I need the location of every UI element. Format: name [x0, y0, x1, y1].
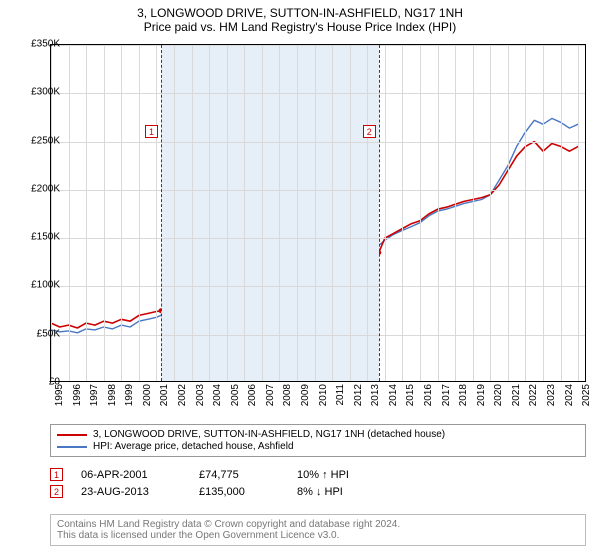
x-tick-label: 1995 [54, 384, 65, 406]
x-tick-label: 2005 [230, 384, 241, 406]
y-tick-label: £100K [31, 280, 60, 291]
x-tick-label: 2000 [142, 384, 153, 406]
y-tick-label: £200K [31, 183, 60, 194]
x-tick-label: 2004 [212, 384, 223, 406]
sale-date: 23-AUG-2013 [81, 486, 181, 498]
x-tick-label: 1998 [107, 384, 118, 406]
sale-marker-line [161, 45, 162, 381]
x-tick-label: 2010 [318, 384, 329, 406]
credits-box: Contains HM Land Registry data © Crown c… [50, 514, 586, 546]
sale-vs-hpi: 8% ↓ HPI [297, 486, 407, 498]
x-tick-label: 2022 [528, 384, 539, 406]
title-line-2: Price paid vs. HM Land Registry's House … [0, 20, 600, 34]
x-tick-label: 2015 [405, 384, 416, 406]
x-tick-label: 1997 [89, 384, 100, 406]
sale-vs-hpi: 10% ↑ HPI [297, 469, 407, 481]
x-tick-label: 2012 [353, 384, 364, 406]
x-tick-label: 2023 [546, 384, 557, 406]
title-block: 3, LONGWOOD DRIVE, SUTTON-IN-ASHFIELD, N… [0, 0, 600, 34]
x-tick-label: 2002 [177, 384, 188, 406]
legend-row-price-paid: 3, LONGWOOD DRIVE, SUTTON-IN-ASHFIELD, N… [57, 429, 579, 440]
sale-price: £135,000 [199, 486, 279, 498]
y-tick-label: £250K [31, 135, 60, 146]
legend-label-hpi: HPI: Average price, detached house, Ashf… [93, 441, 294, 452]
x-tick-label: 2013 [370, 384, 381, 406]
legend-swatch-hpi [57, 446, 87, 448]
x-tick-label: 2014 [388, 384, 399, 406]
x-tick-label: 2024 [564, 384, 575, 406]
sale-marker-badge: 1 [145, 125, 158, 138]
sales-table: 1 06-APR-2001 £74,775 10% ↑ HPI 2 23-AUG… [50, 464, 586, 502]
sale-marker-badge: 1 [50, 468, 63, 481]
x-tick-label: 2003 [195, 384, 206, 406]
legend-box: 3, LONGWOOD DRIVE, SUTTON-IN-ASHFIELD, N… [50, 424, 586, 457]
sale-date: 06-APR-2001 [81, 469, 181, 481]
y-tick-label: £300K [31, 87, 60, 98]
x-tick-label: 2017 [441, 384, 452, 406]
sale-marker-badge: 2 [363, 125, 376, 138]
x-tick-label: 2025 [581, 384, 592, 406]
y-tick-label: £150K [31, 232, 60, 243]
plot-area: 12 [50, 44, 586, 382]
x-tick-label: 1999 [124, 384, 135, 406]
legend-swatch-price-paid [57, 434, 87, 436]
y-tick-label: £350K [31, 39, 60, 50]
x-tick-label: 2020 [493, 384, 504, 406]
x-tick-label: 2018 [458, 384, 469, 406]
x-tick-label: 1996 [72, 384, 83, 406]
x-tick-label: 2008 [282, 384, 293, 406]
sale-price: £74,775 [199, 469, 279, 481]
credits-line-1: Contains HM Land Registry data © Crown c… [57, 519, 579, 530]
sale-marker-line [379, 45, 380, 381]
x-tick-label: 2007 [265, 384, 276, 406]
x-tick-label: 2006 [247, 384, 258, 406]
chart-container: 3, LONGWOOD DRIVE, SUTTON-IN-ASHFIELD, N… [0, 0, 600, 560]
title-line-1: 3, LONGWOOD DRIVE, SUTTON-IN-ASHFIELD, N… [0, 6, 600, 20]
legend-label-price-paid: 3, LONGWOOD DRIVE, SUTTON-IN-ASHFIELD, N… [93, 429, 445, 440]
x-tick-label: 2009 [300, 384, 311, 406]
x-tick-label: 2011 [335, 384, 346, 406]
sale-marker-badge: 2 [50, 485, 63, 498]
table-row: 2 23-AUG-2013 £135,000 8% ↓ HPI [50, 485, 586, 498]
legend-row-hpi: HPI: Average price, detached house, Ashf… [57, 441, 579, 452]
x-tick-label: 2019 [476, 384, 487, 406]
credits-line-2: This data is licensed under the Open Gov… [57, 530, 579, 541]
y-tick-label: £50K [37, 328, 60, 339]
x-tick-label: 2016 [423, 384, 434, 406]
table-row: 1 06-APR-2001 £74,775 10% ↑ HPI [50, 468, 586, 481]
x-tick-label: 2001 [159, 384, 170, 406]
x-tick-label: 2021 [511, 384, 522, 406]
